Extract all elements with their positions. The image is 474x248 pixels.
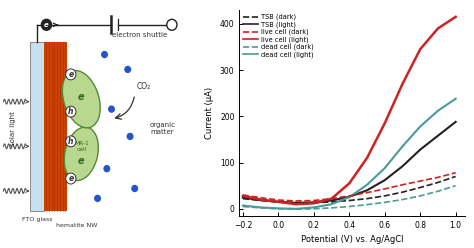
Circle shape bbox=[95, 195, 100, 201]
Text: h: h bbox=[68, 137, 73, 146]
Text: hematite NW: hematite NW bbox=[56, 223, 97, 228]
Ellipse shape bbox=[63, 70, 100, 128]
Text: CO₂: CO₂ bbox=[137, 82, 151, 91]
Circle shape bbox=[66, 106, 76, 117]
Y-axis label: Current (μA): Current (μA) bbox=[205, 87, 214, 139]
Circle shape bbox=[109, 106, 114, 112]
Circle shape bbox=[132, 186, 137, 191]
Circle shape bbox=[66, 136, 76, 147]
Text: e: e bbox=[68, 174, 73, 183]
Bar bbox=[44, 42, 67, 211]
Text: organic
matter: organic matter bbox=[150, 123, 175, 135]
Text: e: e bbox=[44, 22, 49, 28]
Ellipse shape bbox=[64, 127, 98, 181]
Circle shape bbox=[128, 133, 133, 139]
Text: e: e bbox=[78, 92, 84, 102]
Circle shape bbox=[41, 19, 52, 30]
Circle shape bbox=[66, 173, 76, 184]
Text: FTO glass: FTO glass bbox=[22, 217, 53, 222]
Text: solar light: solar light bbox=[10, 112, 16, 146]
Circle shape bbox=[167, 19, 177, 30]
Circle shape bbox=[66, 69, 76, 80]
Circle shape bbox=[125, 66, 130, 72]
Text: e: e bbox=[78, 156, 84, 166]
X-axis label: Potential (V) vs. Ag/AgCl: Potential (V) vs. Ag/AgCl bbox=[301, 235, 403, 244]
Bar bbox=[30, 42, 44, 211]
Text: MR-1
cell: MR-1 cell bbox=[74, 141, 89, 152]
Text: h: h bbox=[68, 107, 73, 116]
Text: electron shuttle: electron shuttle bbox=[112, 32, 167, 38]
Text: e: e bbox=[68, 70, 73, 79]
Circle shape bbox=[104, 166, 109, 172]
Circle shape bbox=[102, 52, 107, 58]
Legend: TSB (dark), TSB (light), live cell (dark), live cell (light), dead cell (dark), : TSB (dark), TSB (light), live cell (dark… bbox=[243, 13, 314, 59]
